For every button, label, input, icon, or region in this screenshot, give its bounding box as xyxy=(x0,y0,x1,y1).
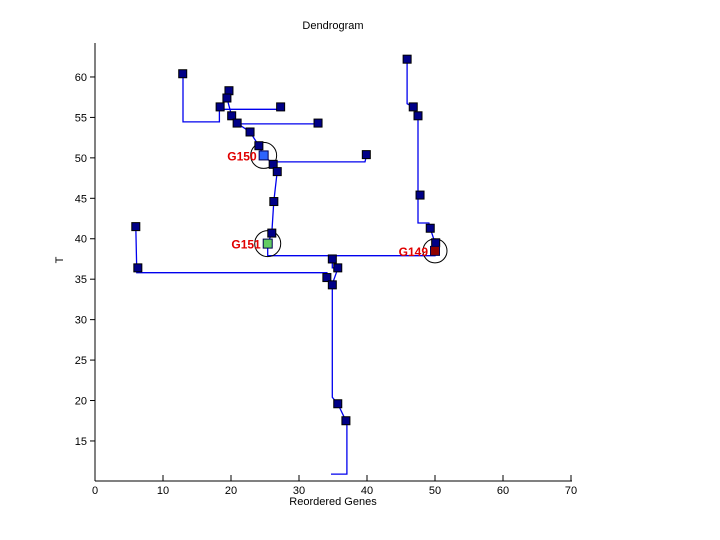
highlighted-node-g150 xyxy=(258,150,269,161)
node-marker xyxy=(131,222,141,232)
node-marker xyxy=(402,54,412,64)
y-axis-label: T xyxy=(54,256,66,264)
dendrogram-branch-line xyxy=(271,156,367,163)
node-marker xyxy=(413,111,423,121)
node-marker xyxy=(222,93,232,103)
y-tick-label: 40 xyxy=(75,234,87,246)
node-marker xyxy=(425,223,435,233)
y-tick-label: 60 xyxy=(75,72,87,84)
node-marker xyxy=(269,197,279,207)
node-marker xyxy=(276,102,286,112)
annotation-circle-g150 xyxy=(250,141,278,169)
x-tick-label: 50 xyxy=(429,485,441,497)
x-tick-label: 70 xyxy=(565,485,577,497)
node-marker xyxy=(178,69,188,79)
gene-label-g149: G149 xyxy=(399,245,429,259)
node-marker xyxy=(333,399,343,409)
node-marker xyxy=(215,102,225,112)
highlighted-node-g151 xyxy=(262,238,273,249)
x-tick-label: 30 xyxy=(293,485,305,497)
dendrogram-branch-line xyxy=(267,171,436,257)
y-tick-label: 20 xyxy=(75,396,87,408)
node-marker xyxy=(333,263,343,273)
y-tick-label: 45 xyxy=(75,193,87,205)
node-marker xyxy=(254,141,264,151)
x-tick-label: 60 xyxy=(497,485,509,497)
node-marker xyxy=(272,167,282,177)
dendrogram-branch-line xyxy=(406,59,436,244)
node-marker xyxy=(327,280,337,290)
node-marker xyxy=(232,118,242,128)
y-tick-label: 50 xyxy=(75,153,87,165)
node-marker xyxy=(227,111,237,121)
y-tick-label: 25 xyxy=(75,355,87,367)
node-marker xyxy=(361,150,371,160)
highlighted-node-g149 xyxy=(430,245,440,256)
dendrogram-branch-line xyxy=(182,77,221,123)
node-marker xyxy=(408,102,418,112)
x-tick-label: 20 xyxy=(225,485,237,497)
node-marker xyxy=(415,190,425,200)
node-marker xyxy=(133,263,143,273)
y-tick-label: 55 xyxy=(75,112,87,124)
gene-label-g150: G150 xyxy=(227,149,257,163)
node-marker xyxy=(313,118,323,128)
x-tick-label: 10 xyxy=(157,485,169,497)
dendrogram-branch-line xyxy=(331,284,348,475)
node-marker xyxy=(267,228,277,238)
node-marker xyxy=(245,127,255,137)
node-marker xyxy=(327,254,337,264)
node-marker xyxy=(341,416,351,426)
x-tick-label: 40 xyxy=(361,485,373,497)
chart-title: Dendrogram xyxy=(302,20,364,32)
node-marker xyxy=(322,273,332,283)
gene-label-g151: G151 xyxy=(231,238,261,252)
y-tick-label: 30 xyxy=(75,315,87,327)
node-marker xyxy=(431,238,441,248)
y-tick-label: 35 xyxy=(75,274,87,286)
y-tick-label: 15 xyxy=(75,436,87,448)
x-axis-label: Reordered Genes xyxy=(289,496,377,508)
x-tick-label: 0 xyxy=(92,485,98,497)
